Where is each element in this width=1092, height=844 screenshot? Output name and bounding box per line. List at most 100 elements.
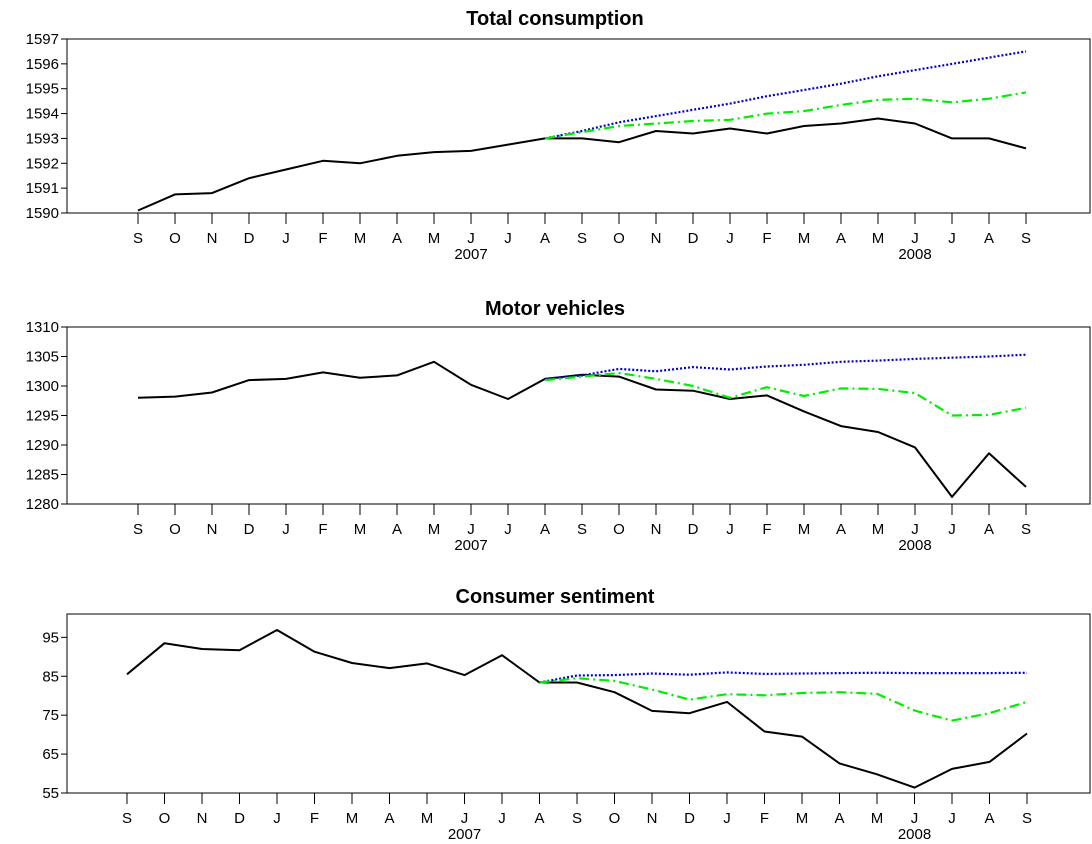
y-tick-label: 1590 xyxy=(26,205,59,222)
y-tick-label: 95 xyxy=(42,629,59,646)
year-label: 2007 xyxy=(454,246,487,263)
x-tick-label: O xyxy=(159,810,171,827)
y-tick-label: 1597 xyxy=(26,31,59,48)
x-tick-label: J xyxy=(282,230,290,247)
x-tick-label: M xyxy=(871,810,884,827)
x-tick-label: D xyxy=(244,521,255,538)
x-tick-label: J xyxy=(911,230,919,247)
x-tick-label: S xyxy=(572,810,582,827)
x-tick-label: N xyxy=(207,230,218,247)
y-tick-label: 55 xyxy=(42,785,59,802)
x-tick-label: M xyxy=(796,810,809,827)
x-tick-label: D xyxy=(684,810,695,827)
x-tick-label: A xyxy=(534,810,544,827)
x-tick-label: A xyxy=(984,521,994,538)
x-tick-label: A xyxy=(384,810,394,827)
x-tick-label: F xyxy=(762,521,771,538)
x-tick-label: N xyxy=(647,810,658,827)
x-tick-label: M xyxy=(428,521,441,538)
x-tick-label: J xyxy=(273,810,281,827)
x-tick-label: M xyxy=(798,230,811,247)
x-tick-label: S xyxy=(1021,521,1031,538)
y-tick-label: 1305 xyxy=(26,349,59,366)
x-tick-label: M xyxy=(872,230,885,247)
chart-consumer-sentiment: Consumer sentiment 55 65 75 85 95 S O N D J F M A M J J… xyxy=(42,586,1091,843)
series-line-solid xyxy=(126,629,1028,789)
x-tick-label: D xyxy=(244,230,255,247)
y-tick-label: 1592 xyxy=(26,155,59,172)
x-tick-label: J xyxy=(504,521,512,538)
x-tick-label: J xyxy=(461,810,469,827)
y-tick-label: 1593 xyxy=(26,130,59,147)
chart-title: Total consumption xyxy=(466,8,643,30)
x-tick-label: J xyxy=(726,230,734,247)
x-tick-label: A xyxy=(984,230,994,247)
series-line-dashdot xyxy=(544,91,1027,140)
x-tick-label: F xyxy=(762,230,771,247)
x-tick-label: M xyxy=(872,521,885,538)
x-tick-label: S xyxy=(133,521,143,538)
y-tick-label: 1285 xyxy=(26,467,59,484)
series-line-solid xyxy=(137,360,1027,498)
y-tick-label: 1591 xyxy=(26,180,59,197)
year-label: 2008 xyxy=(898,826,931,843)
series-line-dotted xyxy=(539,671,1028,684)
chart-title: Motor vehicles xyxy=(485,298,625,320)
x-tick-label: S xyxy=(577,230,587,247)
x-tick-label: J xyxy=(504,230,512,247)
chart-motor-vehicles: Motor vehicles 1280 1285 1290 1295 1300 1305 1… xyxy=(26,298,1091,554)
x-tick-label: O xyxy=(613,521,625,538)
x-tick-label: F xyxy=(318,521,327,538)
x-tick-label: N xyxy=(651,521,662,538)
x-tick-label: N xyxy=(651,230,662,247)
series-line-dotted xyxy=(544,353,1027,380)
x-tick-label: M xyxy=(798,521,811,538)
x-tick-label: D xyxy=(234,810,245,827)
x-tick-label: D xyxy=(688,230,699,247)
y-tick-label: 65 xyxy=(42,746,59,763)
series-line-solid xyxy=(137,117,1027,212)
x-tick-label: A xyxy=(836,521,846,538)
x-tick-label: M xyxy=(428,230,441,247)
y-tick-label: 1280 xyxy=(26,496,59,513)
x-tick-label: J xyxy=(911,810,919,827)
plot-frame xyxy=(66,38,1091,214)
x-tick-label: O xyxy=(613,230,625,247)
series-line-dashdot xyxy=(539,677,1028,722)
x-tick-label: A xyxy=(392,521,402,538)
x-tick-label: O xyxy=(609,810,621,827)
x-tick-label: O xyxy=(169,521,181,538)
x-tick-label: J xyxy=(948,810,956,827)
year-label: 2008 xyxy=(898,537,931,554)
x-tick-label: J xyxy=(948,521,956,538)
y-tick-label: 75 xyxy=(42,707,59,724)
y-tick-label: 85 xyxy=(42,668,59,685)
x-tick-label: A xyxy=(984,810,994,827)
x-tick-label: A xyxy=(836,230,846,247)
x-tick-label: A xyxy=(540,521,550,538)
x-tick-label: O xyxy=(169,230,181,247)
x-tick-label: D xyxy=(688,521,699,538)
x-tick-label: M xyxy=(354,521,367,538)
x-tick-label: N xyxy=(197,810,208,827)
series-line-dashdot xyxy=(544,371,1027,417)
y-tick-label: 1290 xyxy=(26,437,59,454)
x-tick-label: S xyxy=(577,521,587,538)
x-tick-label: M xyxy=(421,810,434,827)
y-tick-label: 1310 xyxy=(26,319,59,336)
chart-title: Consumer sentiment xyxy=(456,586,655,608)
plot-frame xyxy=(66,613,1091,794)
y-tick-label: 1596 xyxy=(26,56,59,73)
x-tick-label: M xyxy=(346,810,359,827)
y-tick-label: 1300 xyxy=(26,378,59,395)
series-line-dotted xyxy=(544,50,1027,140)
x-tick-label: J xyxy=(282,521,290,538)
x-tick-label: N xyxy=(207,521,218,538)
x-tick-label: S xyxy=(122,810,132,827)
y-tick-label: 1295 xyxy=(26,408,59,425)
x-tick-label: S xyxy=(1021,230,1031,247)
x-tick-label: F xyxy=(760,810,769,827)
x-tick-label: A xyxy=(834,810,844,827)
x-tick-label: S xyxy=(133,230,143,247)
chart-total-consumption: Total consumption 1590 1591 1592 1593 1594 15… xyxy=(26,8,1091,263)
